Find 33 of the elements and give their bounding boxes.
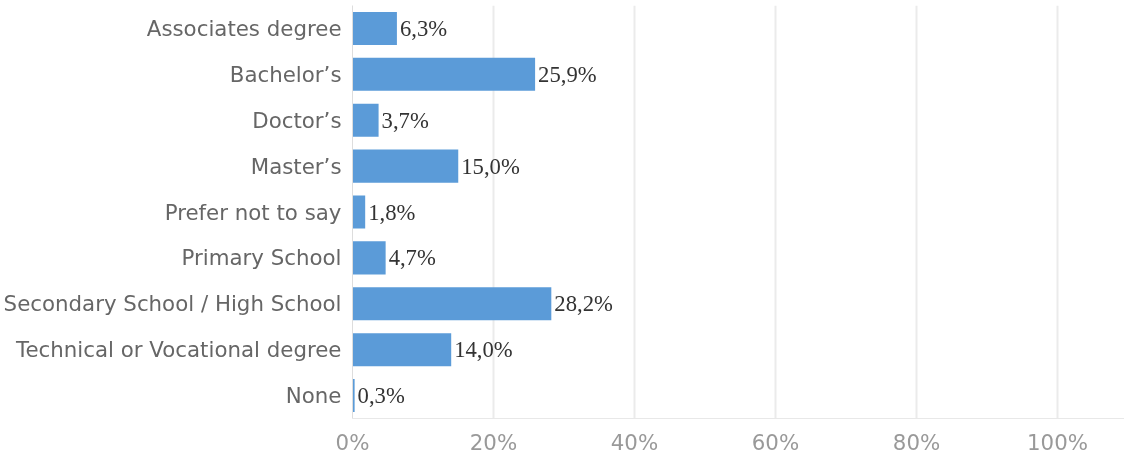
y-tick-label: None [285,383,342,409]
y-tick-label: Primary School [181,245,342,271]
bar [352,149,459,183]
y-tick-label: Prefer not to say [164,199,342,225]
x-tick-label: 100% [1027,429,1089,455]
bar [352,241,386,275]
bar [352,333,452,367]
y-tick-label: Master’s [250,153,342,179]
bar [352,195,366,229]
x-tick-label: 20% [469,429,518,455]
y-tick-label: Associates degree [146,15,342,41]
x-tick-label: 40% [610,429,659,455]
x-tick-label: 60% [751,429,800,455]
data-label: 3,7% [381,107,429,133]
y-tick-label: Secondary School / High School [3,291,342,317]
data-label: 1,8% [368,199,416,225]
data-label: 4,7% [388,245,436,271]
y-tick-label: Doctor’s [252,107,342,133]
data-label: 14,0% [454,337,513,363]
bar [352,103,379,137]
data-label: 15,0% [461,153,520,179]
bar [352,379,355,413]
x-tick-label: 0% [335,429,370,455]
data-label: 6,3% [399,15,448,41]
bar [352,11,397,45]
data-label: 28,2% [554,291,613,317]
y-tick-label: Bachelor’s [229,61,342,87]
bar [352,57,536,91]
x-tick-label: 80% [892,429,941,455]
y-tick-label: Technical or Vocational degree [15,337,342,363]
bar [352,287,552,321]
data-label: 0,3% [357,383,405,409]
data-label: 25,9% [538,61,597,87]
